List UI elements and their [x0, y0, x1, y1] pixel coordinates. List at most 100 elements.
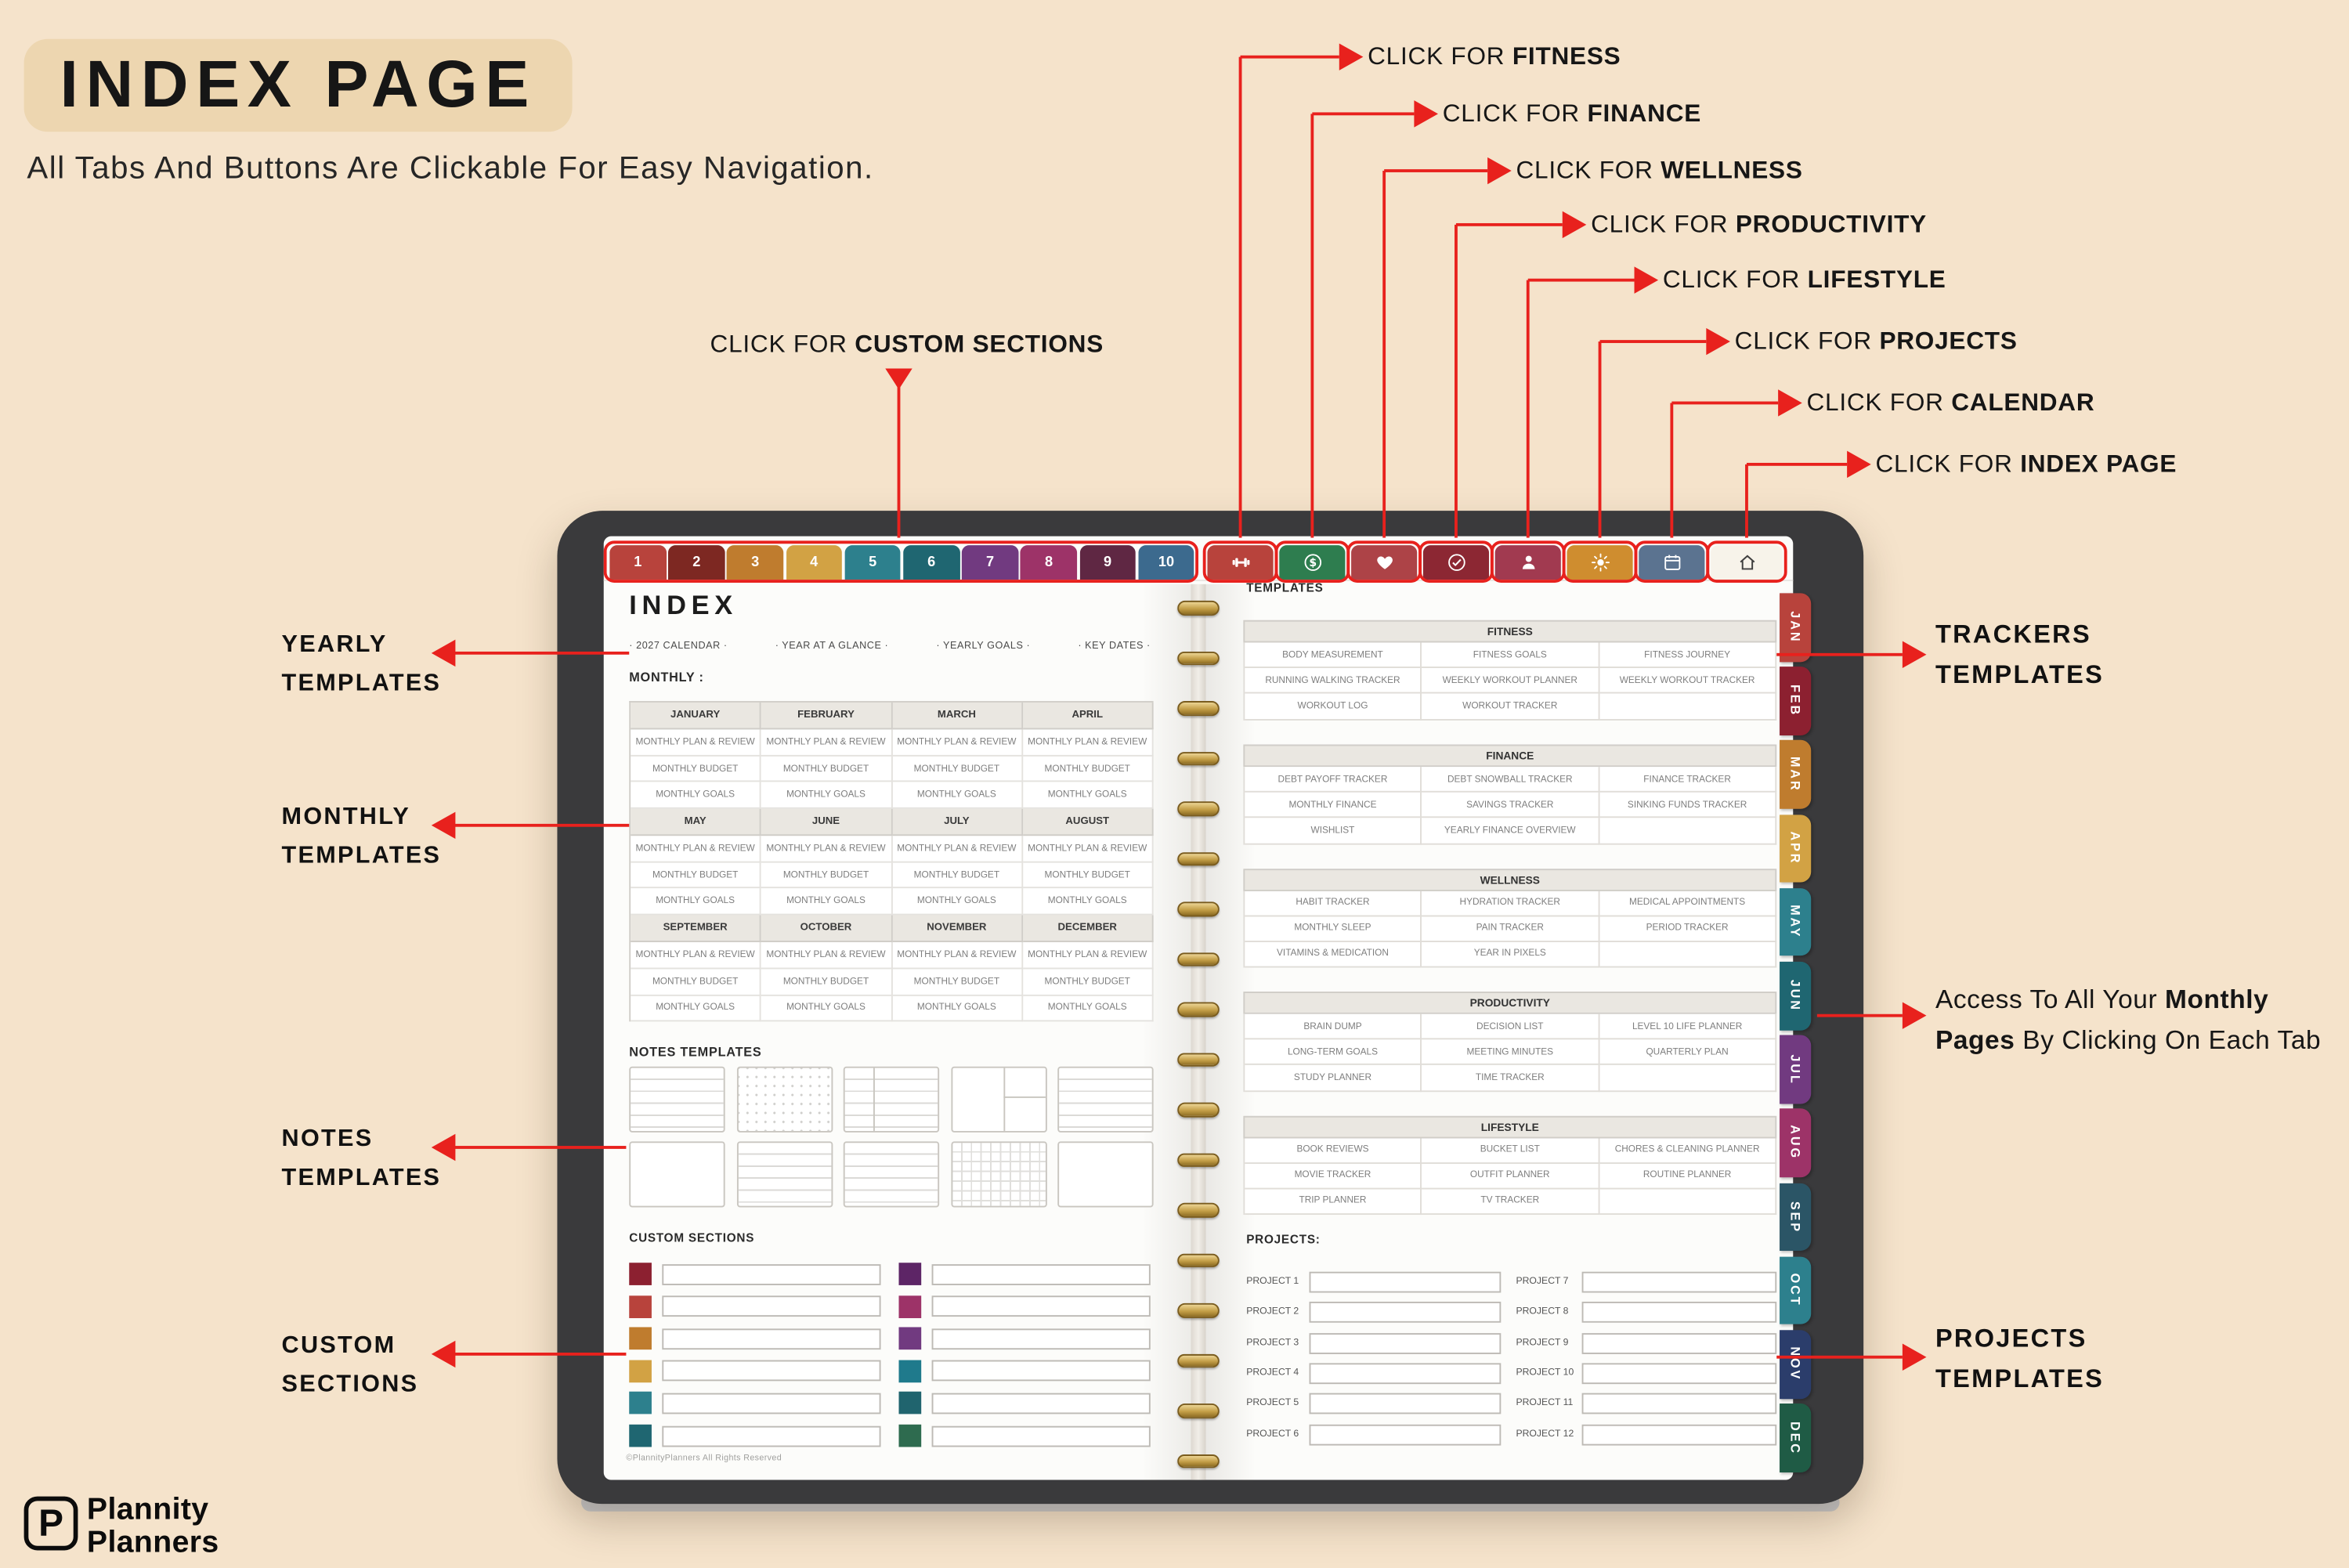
- monthly-template-link[interactable]: MONTHLY PLAN & REVIEW: [1022, 729, 1154, 757]
- monthly-template-link[interactable]: MONTHLY BUDGET: [761, 756, 892, 783]
- tab-calendar[interactable]: [1639, 545, 1705, 580]
- monthly-template-link[interactable]: MONTHLY PLAN & REVIEW: [1022, 836, 1154, 863]
- note-template-lines[interactable]: [629, 1066, 725, 1133]
- monthly-template-link[interactable]: MONTHLY GOALS: [631, 782, 762, 809]
- tab-section-10[interactable]: 10: [1138, 545, 1195, 580]
- custom-section-entry[interactable]: [662, 1328, 881, 1349]
- template-link[interactable]: OUTFIT PLANNER: [1422, 1163, 1599, 1190]
- tab-month-apr[interactable]: APR: [1780, 814, 1812, 883]
- template-link[interactable]: FINANCE TRACKER: [1599, 767, 1777, 793]
- template-link[interactable]: DECISION LIST: [1422, 1013, 1599, 1040]
- template-link[interactable]: WISHLIST: [1245, 818, 1422, 844]
- note-template-blank[interactable]: [629, 1141, 725, 1208]
- template-link[interactable]: BODY MEASUREMENT: [1245, 642, 1422, 669]
- monthly-template-link[interactable]: MONTHLY PLAN & REVIEW: [631, 942, 762, 970]
- tab-month-feb[interactable]: FEB: [1780, 667, 1812, 735]
- tab-section-1[interactable]: 1: [609, 545, 667, 580]
- monthly-template-link[interactable]: MONTHLY PLAN & REVIEW: [1022, 942, 1154, 970]
- tab-section-7[interactable]: 7: [962, 545, 1019, 580]
- template-link[interactable]: CHORES & CLEANING PLANNER: [1599, 1137, 1777, 1164]
- tab-section-4[interactable]: 4: [786, 545, 843, 580]
- monthly-template-link[interactable]: MONTHLY PLAN & REVIEW: [891, 836, 1023, 863]
- monthly-template-link[interactable]: MONTHLY GOALS: [1022, 888, 1154, 916]
- monthly-template-link[interactable]: MONTHLY GOALS: [761, 888, 892, 916]
- project-entry[interactable]: [1581, 1393, 1777, 1414]
- template-link[interactable]: TV TRACKER: [1422, 1189, 1599, 1216]
- template-link[interactable]: QUARTERLY PLAN: [1599, 1039, 1777, 1066]
- template-link[interactable]: ROUTINE PLANNER: [1599, 1163, 1777, 1190]
- tab-month-may[interactable]: MAY: [1780, 887, 1812, 956]
- custom-section-entry[interactable]: [662, 1263, 881, 1284]
- note-template-lines[interactable]: [1057, 1066, 1154, 1133]
- monthly-template-link[interactable]: MONTHLY BUDGET: [891, 862, 1023, 889]
- note-template-dots[interactable]: [735, 1066, 833, 1133]
- template-link[interactable]: TIME TRACKER: [1422, 1065, 1599, 1092]
- tab-section-6[interactable]: 6: [903, 545, 960, 580]
- tab-section-9[interactable]: 9: [1079, 545, 1137, 580]
- project-entry[interactable]: [1309, 1363, 1502, 1384]
- note-template-lines[interactable]: [843, 1141, 940, 1208]
- monthly-template-link[interactable]: MONTHLY BUDGET: [631, 969, 762, 995]
- note-template-lines[interactable]: [735, 1141, 833, 1208]
- template-link[interactable]: SINKING FUNDS TRACKER: [1599, 793, 1777, 818]
- template-link[interactable]: SAVINGS TRACKER: [1422, 793, 1599, 818]
- project-entry[interactable]: [1581, 1423, 1777, 1445]
- template-link[interactable]: BOOK REVIEWS: [1245, 1137, 1422, 1164]
- tab-section-8[interactable]: 8: [1021, 545, 1078, 580]
- monthly-template-link[interactable]: MONTHLY GOALS: [761, 995, 892, 1022]
- monthly-template-link[interactable]: MONTHLY GOALS: [891, 782, 1023, 809]
- tab-custom-sections[interactable]: [1567, 545, 1633, 580]
- template-link[interactable]: FITNESS JOURNEY: [1599, 642, 1777, 669]
- tab-month-mar[interactable]: MAR: [1780, 740, 1812, 809]
- monthly-template-link[interactable]: MONTHLY PLAN & REVIEW: [631, 836, 762, 863]
- monthly-template-link[interactable]: MONTHLY GOALS: [1022, 782, 1154, 809]
- monthly-template-link[interactable]: MONTHLY PLAN & REVIEW: [761, 729, 892, 757]
- project-entry[interactable]: [1309, 1271, 1502, 1293]
- project-entry[interactable]: [1581, 1302, 1777, 1324]
- yearly-link-key-dates[interactable]: · KEY DATES ·: [1078, 641, 1151, 652]
- template-link[interactable]: DEBT SNOWBALL TRACKER: [1422, 767, 1599, 793]
- template-link[interactable]: PERIOD TRACKER: [1599, 916, 1777, 942]
- monthly-template-link[interactable]: MONTHLY PLAN & REVIEW: [891, 729, 1023, 757]
- template-link[interactable]: MOVIE TRACKER: [1245, 1163, 1422, 1190]
- note-template-grid[interactable]: [950, 1141, 1046, 1208]
- yearly-link-2027-calendar[interactable]: · 2027 CALENDAR ·: [629, 641, 728, 652]
- monthly-template-link[interactable]: MONTHLY BUDGET: [1022, 862, 1154, 889]
- custom-section-entry[interactable]: [662, 1295, 881, 1317]
- template-link[interactable]: HYDRATION TRACKER: [1422, 890, 1599, 916]
- monthly-template-link[interactable]: MONTHLY BUDGET: [1022, 969, 1154, 995]
- tab-section-5[interactable]: 5: [844, 545, 902, 580]
- project-entry[interactable]: [1309, 1332, 1502, 1354]
- monthly-template-link[interactable]: MONTHLY PLAN & REVIEW: [761, 836, 892, 863]
- monthly-template-link[interactable]: MONTHLY GOALS: [631, 888, 762, 916]
- template-link[interactable]: BRAIN DUMP: [1245, 1013, 1422, 1040]
- template-link[interactable]: MONTHLY SLEEP: [1245, 916, 1422, 942]
- tab-month-jul[interactable]: JUL: [1780, 1035, 1812, 1104]
- note-template-blank[interactable]: [1057, 1141, 1154, 1208]
- template-link[interactable]: FITNESS GOALS: [1422, 642, 1599, 669]
- template-link[interactable]: MEETING MINUTES: [1422, 1039, 1599, 1066]
- tab-month-oct[interactable]: OCT: [1780, 1256, 1812, 1325]
- template-link[interactable]: VITAMINS & MEDICATION: [1245, 941, 1422, 968]
- tab-month-jan[interactable]: JAN: [1780, 593, 1812, 662]
- tab-month-dec[interactable]: DEC: [1780, 1404, 1812, 1472]
- tab-month-aug[interactable]: AUG: [1780, 1108, 1812, 1178]
- monthly-template-link[interactable]: MONTHLY GOALS: [761, 782, 892, 809]
- custom-section-entry[interactable]: [931, 1425, 1151, 1447]
- monthly-template-link[interactable]: MONTHLY BUDGET: [761, 969, 892, 995]
- tab-section-3[interactable]: 3: [727, 545, 784, 580]
- template-link[interactable]: DEBT PAYOFF TRACKER: [1245, 767, 1422, 793]
- monthly-template-link[interactable]: MONTHLY PLAN & REVIEW: [631, 729, 762, 757]
- yearly-link-yearly-goals[interactable]: · YEARLY GOALS ·: [936, 641, 1031, 652]
- tab-month-sep[interactable]: SEP: [1780, 1183, 1812, 1252]
- template-link[interactable]: PAIN TRACKER: [1422, 916, 1599, 942]
- monthly-template-link[interactable]: MONTHLY BUDGET: [891, 756, 1023, 783]
- custom-section-entry[interactable]: [662, 1425, 881, 1447]
- tab-fitness[interactable]: [1207, 545, 1274, 580]
- template-link[interactable]: MEDICAL APPOINTMENTS: [1599, 890, 1777, 916]
- tab-productivity[interactable]: [1422, 545, 1490, 580]
- yearly-link-year-at-a-glance[interactable]: · YEAR AT A GLANCE ·: [775, 641, 889, 652]
- monthly-template-link[interactable]: MONTHLY BUDGET: [891, 969, 1023, 995]
- custom-section-entry[interactable]: [931, 1263, 1151, 1284]
- tab-index-home[interactable]: [1711, 545, 1783, 580]
